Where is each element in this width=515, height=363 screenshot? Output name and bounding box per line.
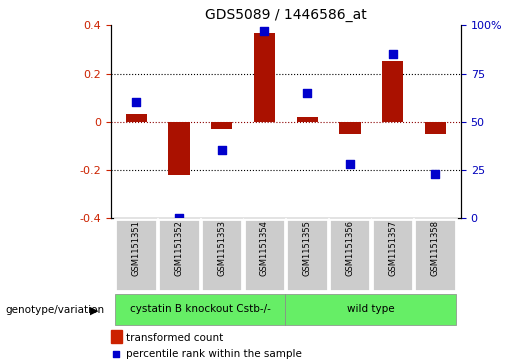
Text: cystatin B knockout Cstb-/-: cystatin B knockout Cstb-/- <box>130 305 271 314</box>
Text: GSM1151352: GSM1151352 <box>175 220 183 276</box>
Point <box>303 90 311 95</box>
Text: transformed count: transformed count <box>126 333 224 343</box>
Bar <box>254 33 275 122</box>
Point <box>346 161 354 167</box>
Bar <box>201 219 242 291</box>
Text: ▶: ▶ <box>90 305 99 315</box>
Bar <box>372 219 413 291</box>
Bar <box>211 122 232 129</box>
Point <box>261 28 269 34</box>
Point <box>431 171 439 176</box>
Bar <box>329 219 370 291</box>
Point <box>388 51 397 57</box>
Bar <box>339 122 360 134</box>
Text: GSM1151356: GSM1151356 <box>346 220 354 276</box>
Bar <box>168 122 190 175</box>
Point <box>218 147 226 153</box>
Bar <box>126 114 147 122</box>
Bar <box>285 294 456 325</box>
Text: GSM1151358: GSM1151358 <box>431 220 440 276</box>
Bar <box>158 219 199 291</box>
Text: GSM1151354: GSM1151354 <box>260 220 269 276</box>
Text: genotype/variation: genotype/variation <box>5 305 104 315</box>
Text: GSM1151353: GSM1151353 <box>217 220 226 276</box>
Text: percentile rank within the sample: percentile rank within the sample <box>126 349 302 359</box>
Point <box>112 351 120 357</box>
Bar <box>115 294 285 325</box>
Point <box>175 215 183 221</box>
Point <box>132 99 141 105</box>
Text: GSM1151355: GSM1151355 <box>303 220 312 276</box>
Text: GSM1151357: GSM1151357 <box>388 220 397 276</box>
Bar <box>297 117 318 122</box>
Bar <box>425 122 446 134</box>
Bar <box>286 219 328 291</box>
Text: GSM1151351: GSM1151351 <box>132 220 141 276</box>
Bar <box>115 219 157 291</box>
Bar <box>382 61 403 122</box>
Bar <box>111 330 122 343</box>
Title: GDS5089 / 1446586_at: GDS5089 / 1446586_at <box>205 8 367 22</box>
Text: wild type: wild type <box>348 305 395 314</box>
Bar <box>415 219 456 291</box>
Bar <box>244 219 285 291</box>
